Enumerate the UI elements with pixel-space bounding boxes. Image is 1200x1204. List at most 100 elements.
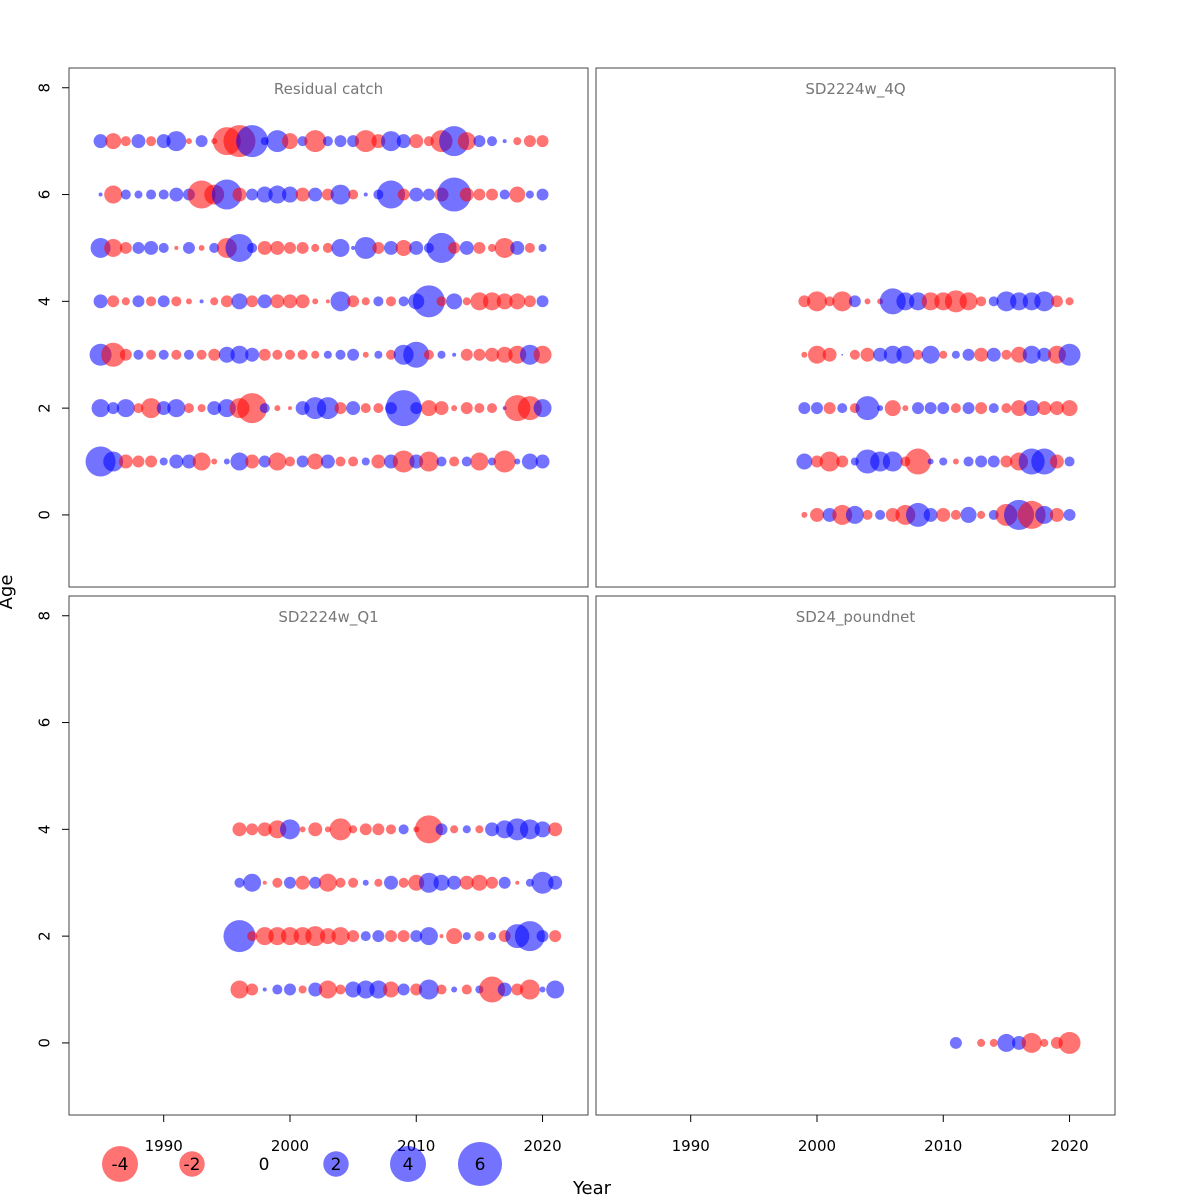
- bubble: [1023, 400, 1040, 417]
- bubble: [295, 187, 310, 202]
- panel-frame: [595, 595, 1116, 1116]
- bubble: [1058, 343, 1081, 366]
- bubble: [855, 396, 880, 421]
- bubble: [1031, 448, 1058, 475]
- legend-bubble: [390, 1146, 426, 1182]
- bubble: [234, 877, 245, 888]
- bubble: [207, 401, 222, 416]
- bubble: [169, 454, 184, 469]
- bubble: [474, 403, 485, 414]
- bubble: [146, 136, 157, 147]
- bubble: [268, 452, 287, 471]
- panel-frame: [68, 595, 589, 1116]
- bubble: [107, 402, 120, 415]
- bubble: [409, 134, 424, 149]
- bubble: [497, 982, 512, 997]
- bubble: [1064, 456, 1075, 467]
- bubble: [361, 457, 370, 466]
- bubble: [811, 402, 823, 415]
- bubble: [912, 349, 924, 360]
- x-tick-label: 2010: [924, 1137, 962, 1155]
- bubble: [318, 980, 337, 999]
- bubble: [459, 875, 474, 890]
- x-tick-label: 2020: [523, 1137, 561, 1155]
- bubble: [832, 504, 853, 525]
- bubble: [141, 398, 162, 419]
- bubble: [103, 451, 124, 472]
- bubble: [345, 981, 362, 998]
- bubble: [924, 402, 937, 415]
- bubble: [372, 241, 385, 254]
- bubble: [119, 348, 132, 361]
- bubble: [519, 979, 540, 1000]
- bubble: [120, 136, 131, 147]
- bubble: [807, 291, 827, 312]
- bubble: [519, 819, 540, 840]
- bubble: [436, 296, 447, 307]
- bubble: [236, 125, 269, 158]
- bubble: [822, 347, 837, 362]
- bubble: [247, 242, 258, 253]
- bubble: [502, 139, 507, 144]
- bubble: [921, 345, 940, 364]
- bubble: [298, 985, 307, 994]
- bubble: [986, 347, 1001, 362]
- bubble: [875, 509, 886, 520]
- bubble: [884, 400, 901, 417]
- bubble: [446, 928, 463, 945]
- legend-bubble: [457, 1141, 503, 1187]
- bubble: [511, 983, 524, 996]
- legend-bubble: [179, 1151, 205, 1177]
- bubble: [819, 451, 840, 472]
- bubble: [349, 825, 358, 834]
- legend-label: 2: [331, 1155, 342, 1175]
- bubble: [377, 180, 406, 209]
- bubble: [121, 297, 130, 306]
- x-tick-label: 2000: [271, 1137, 309, 1155]
- bubble: [896, 345, 915, 364]
- bubble: [436, 984, 447, 995]
- bubble: [397, 188, 410, 201]
- bubble: [460, 402, 473, 415]
- bubble: [321, 188, 334, 201]
- bubble: [1049, 507, 1064, 522]
- bubble: [988, 403, 999, 414]
- panel-title: Residual catch: [274, 80, 383, 98]
- bubble: [987, 455, 1000, 468]
- bubble: [334, 135, 347, 148]
- bubble: [322, 136, 333, 147]
- bubble: [369, 980, 388, 999]
- bubble: [309, 876, 322, 889]
- bubble: [131, 134, 146, 149]
- bubble: [210, 297, 219, 306]
- bubble: [486, 876, 498, 889]
- bubble: [485, 347, 500, 362]
- bubble: [513, 137, 522, 146]
- bubble: [902, 405, 909, 412]
- bubble: [118, 454, 133, 469]
- bubble: [104, 238, 123, 257]
- bubble: [159, 457, 168, 466]
- y-axis-label: Age: [0, 575, 17, 610]
- bubble: [410, 402, 423, 415]
- bubble: [372, 930, 385, 943]
- bubble: [107, 295, 120, 308]
- bubble: [169, 187, 184, 202]
- bubble: [93, 294, 108, 309]
- bubble: [457, 132, 476, 151]
- bubble: [937, 402, 950, 415]
- bubble: [373, 296, 384, 307]
- bubble: [258, 348, 271, 361]
- bubble: [397, 983, 410, 996]
- bubble: [459, 240, 474, 255]
- bubble: [459, 187, 474, 202]
- bubble: [1050, 295, 1063, 308]
- y-tick-label: 0: [36, 1038, 54, 1048]
- bubble: [311, 350, 320, 359]
- y-tick-label: 8: [36, 611, 54, 621]
- bubble: [132, 295, 145, 308]
- bubble: [171, 349, 182, 360]
- bubble: [360, 931, 371, 942]
- panel-title: SD24_poundnet: [796, 608, 916, 627]
- y-tick-label: 2: [36, 403, 54, 413]
